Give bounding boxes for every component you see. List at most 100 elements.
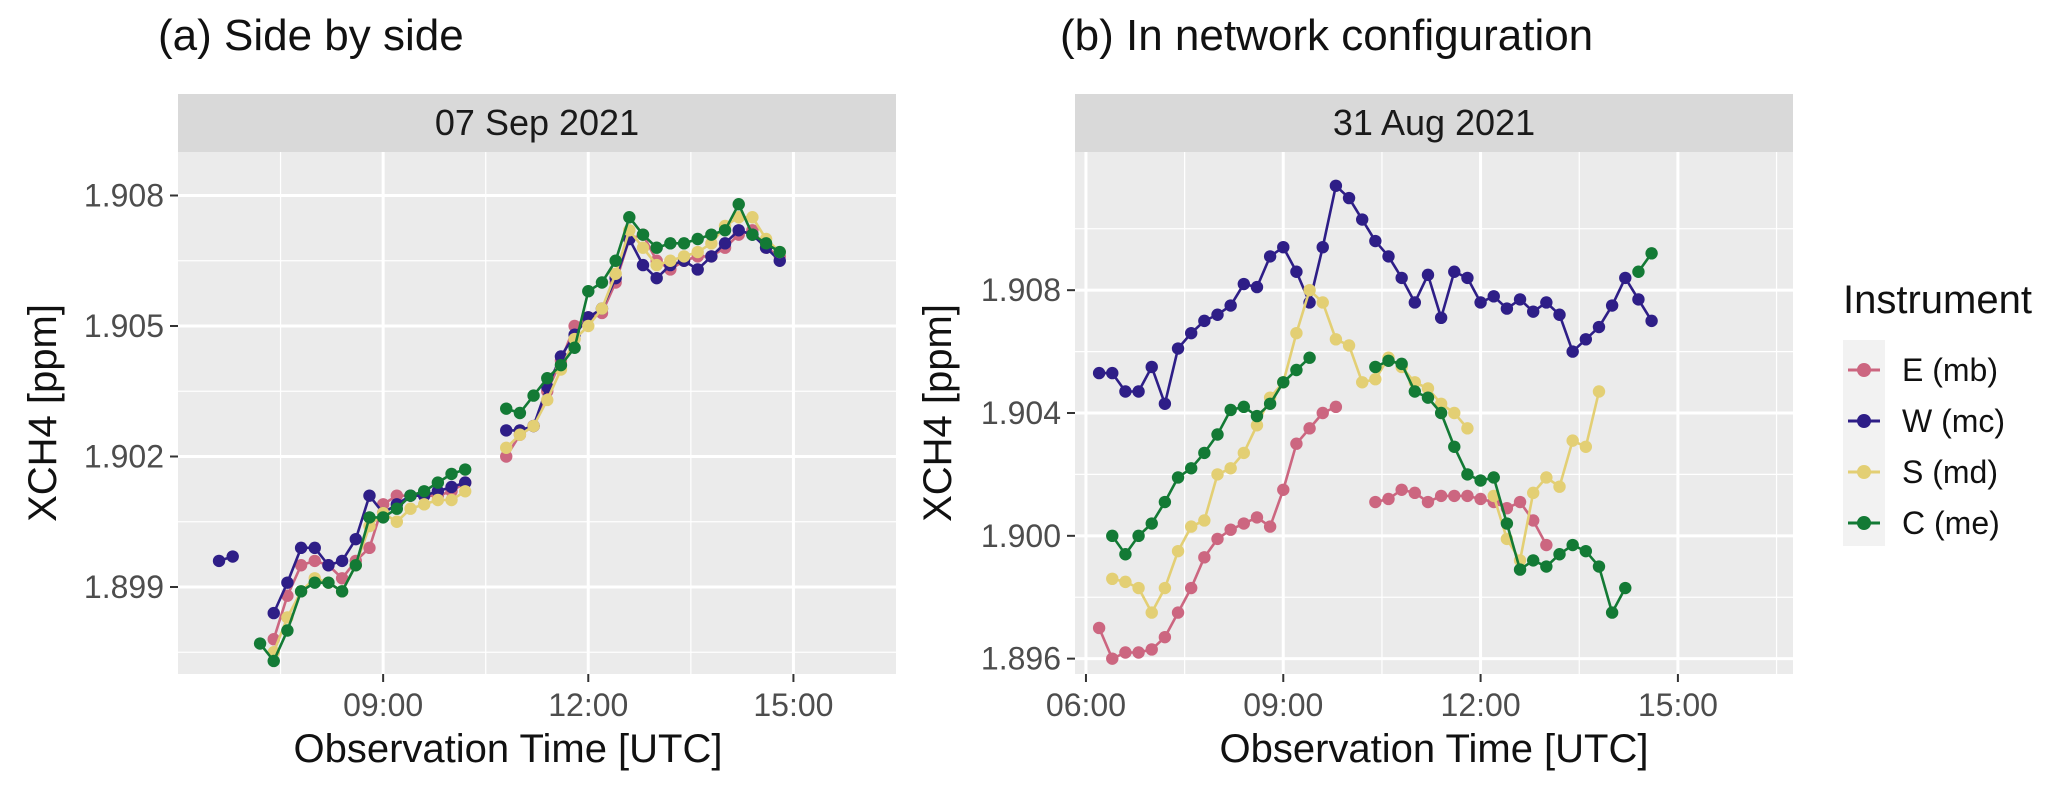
panel-b-data-point-e (1540, 538, 1553, 552)
panel-b-data-point-w (1237, 277, 1251, 291)
panel-a-strip-label: 07 Sep 2021 (435, 102, 639, 143)
panel-b-data-point-e (1250, 511, 1264, 524)
panel-b-data-point-c (1277, 376, 1290, 389)
panel-b-data-point-w (1461, 271, 1474, 285)
panel-b-data-point-c (1237, 400, 1251, 414)
panel-b-data-point-c (1250, 409, 1264, 423)
legend-key-point-w (1857, 414, 1871, 428)
panel-a-data-point-c (582, 285, 595, 298)
panel-b-data-point-e (1434, 489, 1448, 503)
legend-label-w: W (mc) (1902, 403, 2005, 439)
panel-a-data-point-c (773, 245, 786, 259)
panel-b-data-point-e (1303, 422, 1316, 435)
panel-b-data-point-s (1461, 422, 1474, 435)
panel-a-data-point-c (718, 224, 732, 237)
panel-a-data-point-c (595, 276, 609, 289)
panel-b-data-point-e (1382, 492, 1395, 506)
panel-b-data-point-s (1329, 333, 1343, 346)
panel-b-data-point-c (1527, 554, 1540, 567)
panel-b-data-point-s (1224, 462, 1237, 475)
legend: Instrument E (mb) W (mc) S (md) C (me) (1843, 278, 2032, 546)
panel-a-data-point-s (705, 237, 718, 250)
panel-a-data-point-c (541, 372, 554, 385)
panel-b-data-point-s (1171, 544, 1185, 558)
panel-b-data-point-s (1132, 581, 1145, 595)
panel-b-data-point-s (1316, 296, 1329, 309)
panel-b-data-point-e (1421, 495, 1435, 509)
panel-b-data-point-c (1487, 471, 1500, 484)
panel-b-data-point-s (1566, 434, 1579, 447)
panel-b-data-point-w (1619, 271, 1632, 285)
panel-a-data-point-c (294, 585, 308, 598)
panel-b-data-point-s (1421, 382, 1435, 395)
panel-b-data-point-w (1487, 290, 1500, 303)
panel-a-data-point-c (732, 198, 745, 211)
panel-b-data-point-e (1290, 437, 1303, 450)
panel-a-data-point-c (705, 228, 718, 241)
panel-b-data-point-s (1579, 440, 1593, 453)
panel-b-data-point-w (1316, 240, 1329, 254)
panel-a-data-point-c (677, 237, 691, 250)
legend-label-c: C (me) (1902, 505, 2000, 541)
panel-b-data-point-w (1356, 213, 1369, 226)
panel-b-data-point-c (1421, 391, 1435, 404)
panel-b-data-point-w (1290, 265, 1303, 278)
panel-a-data-point-c (554, 358, 568, 372)
panel-a-data-point-w (732, 224, 745, 237)
panel-a-y-ticks: 1.899 1.902 1.905 1.908 (84, 178, 178, 605)
panel-a-series-line-c (259, 468, 466, 663)
panel-b-data-point-c (1513, 563, 1527, 576)
panel-a-data-point-s (500, 441, 513, 454)
panel-a-data-point-w (773, 254, 786, 267)
panel-b-data-point-e (1263, 520, 1277, 533)
panel-b-data-point-e (1329, 400, 1343, 414)
legend-items: E (mb) W (mc) S (md) C (me) (1848, 352, 2005, 541)
panel-a-data-point-w (349, 532, 362, 546)
panel-b-data-point-w (1540, 296, 1553, 309)
panel-b-x-tick-label: 15:00 (1638, 687, 1718, 723)
panel-a-data-point-w (322, 559, 335, 572)
panel-a-series (212, 198, 786, 668)
panel-b-data-point-w (1434, 311, 1448, 325)
panel-a-data-point-c (527, 389, 540, 402)
panel-a-data-point-c (335, 585, 349, 598)
panel-a-data-point-s (636, 241, 650, 254)
panel-a-data-point-s (609, 267, 622, 280)
panel-b-data-point-s (1592, 385, 1606, 398)
panel-b-data-point-s (1198, 514, 1211, 527)
panel-a-data-point-w (308, 541, 321, 555)
panel-a-data-point-c (623, 211, 636, 224)
panel-b-data-point-c (1605, 606, 1619, 619)
panel-b-series-line-c (1111, 356, 1311, 556)
panel-b-data-point-w (1566, 345, 1579, 358)
panel-b-data-point-s (1434, 397, 1448, 410)
panel-b-series (1092, 179, 1658, 665)
panel-b-data-point-e (1316, 406, 1329, 420)
panel-b-data-point-w (1527, 305, 1540, 318)
panel-a-data-point-w (281, 576, 294, 589)
panel-a-data-point-s (390, 515, 404, 528)
panel-a-data-point-c (363, 511, 376, 524)
panel-a-data-point-s (417, 498, 431, 511)
panel-a-strip (178, 94, 896, 152)
panel-b-data-point-c (1158, 495, 1172, 509)
panel-b-strip (1075, 94, 1793, 152)
panel-b-data-point-s (1448, 406, 1461, 420)
panel-b-data-point-e (1277, 483, 1290, 496)
panel-a-data-point-w (294, 541, 308, 555)
panel-a-data-point-s (431, 493, 445, 507)
panel-b-data-point-c (1619, 581, 1632, 595)
panel-b-data-point-c (1500, 517, 1514, 530)
panel-b-data-point-w (1579, 333, 1593, 346)
panel-a-data-point-s (459, 485, 472, 498)
panel-b-data-point-c (1408, 385, 1422, 398)
panel-b-data-point-c (1395, 357, 1408, 371)
panel-b-data-point-c (1290, 363, 1303, 377)
panel-b-data-point-e (1198, 551, 1211, 564)
panel-a-data-point-s (513, 428, 527, 441)
panel-b-data-point-c (1119, 548, 1132, 561)
panel-a-data-point-s (664, 254, 677, 267)
panel-b-data-point-c (1198, 446, 1211, 460)
panel-b-data-point-e (1237, 517, 1251, 530)
panel-a-data-point-e (308, 554, 321, 568)
